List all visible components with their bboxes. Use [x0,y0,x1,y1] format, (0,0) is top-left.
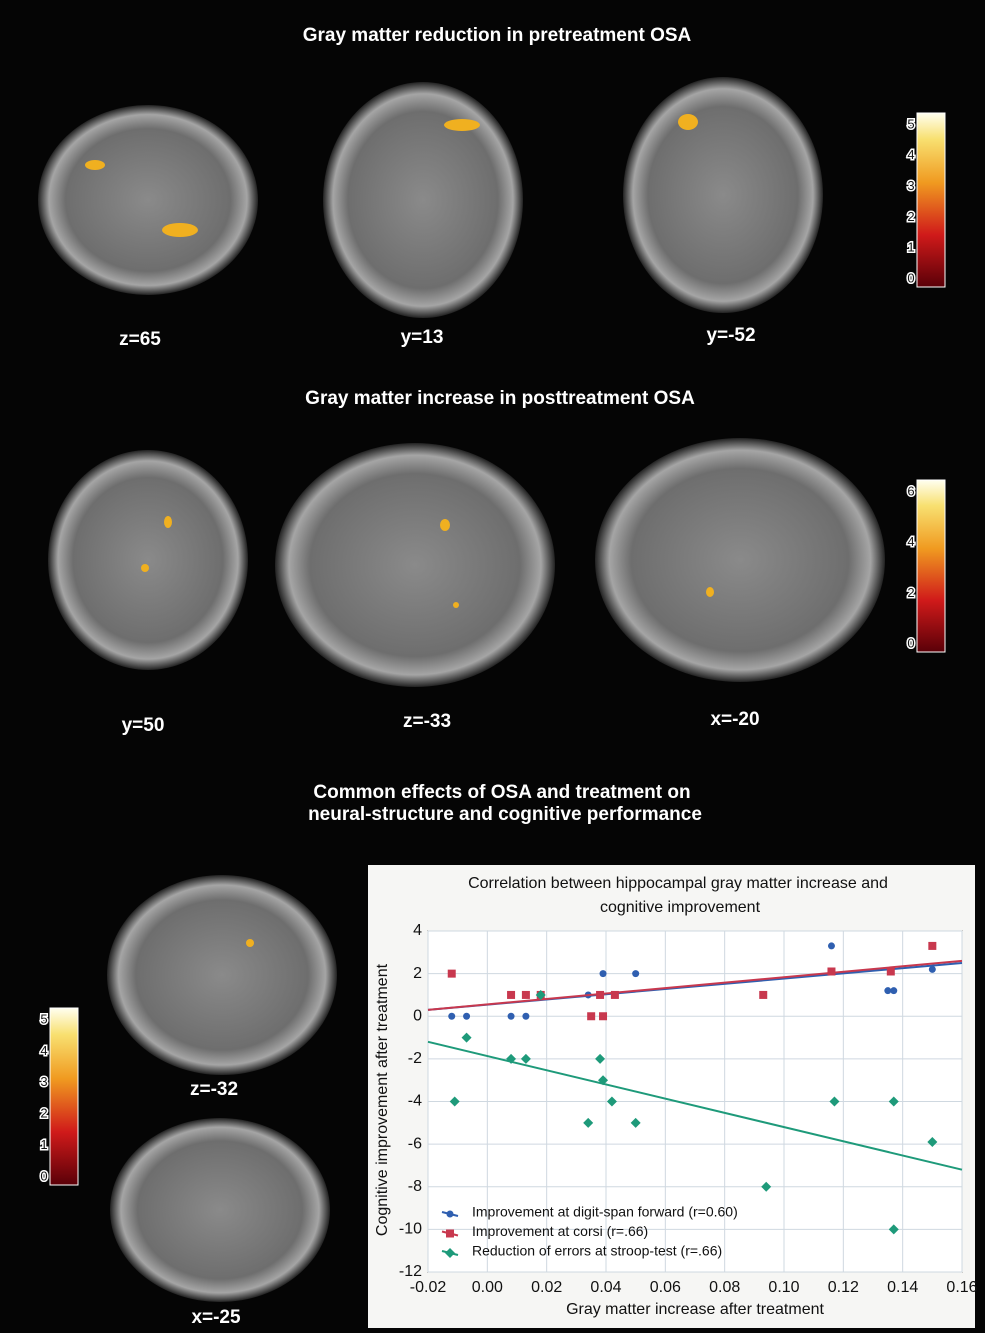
point [587,1012,595,1020]
point [827,967,835,975]
point [448,1013,455,1020]
x-tick-label: 0.10 [768,1279,799,1296]
section-title: Gray matter reduction in pretreatment OS… [303,25,692,46]
colorbar [917,113,945,287]
y-tick-label: 0 [413,1007,422,1024]
y-tick-label: -4 [408,1093,422,1110]
colorbar-tick-label: 2 [40,1106,47,1121]
colorbar-tick-label: 4 [40,1043,47,1058]
legend-label: Reduction of errors at stroop-test (r=.6… [472,1243,722,1259]
legend-label: Improvement at digit-span forward (r=0.6… [472,1204,738,1220]
x-tick-label: 0.14 [887,1279,918,1296]
colorbar-tick-label: 4 [907,534,914,549]
y-tick-label: -6 [408,1135,422,1152]
point [611,991,619,999]
chart-title: Correlation between hippocampal gray mat… [468,875,888,892]
slice-label: y=13 [401,327,444,348]
x-tick-label: 0.00 [472,1279,503,1296]
y-tick-label: 4 [413,922,422,939]
y-axis-label: Cognitive improvement after treatment [374,963,391,1236]
colorbar-tick-label: 0 [907,270,914,285]
x-tick-label: 0.06 [650,1279,681,1296]
colorbar-tick-label: 2 [907,209,914,224]
x-tick-label: -0.02 [410,1279,447,1296]
point [928,942,936,950]
page: Gray matter reduction in pretreatment OS… [0,0,985,1333]
y-tick-label: -8 [408,1178,422,1195]
colorbar [50,1008,78,1185]
colorbar-tick-label: 4 [907,147,914,162]
legend-marker [447,1211,454,1218]
point [448,970,456,978]
colorbar-tick-label: 0 [40,1168,47,1183]
point [632,970,639,977]
x-tick-label: 0.04 [590,1279,621,1296]
point [522,991,530,999]
point [828,942,835,949]
point [463,1013,470,1020]
y-tick-label: -2 [408,1050,422,1067]
slice-label: z=-33 [403,711,451,732]
section-title: Gray matter increase in posttreatment OS… [305,388,695,409]
colorbar [917,480,945,652]
slice-label: z=65 [119,329,161,350]
chart-title: cognitive improvement [600,899,761,916]
y-tick-label: 2 [413,965,422,982]
point [507,991,515,999]
point [759,991,767,999]
figure: Gray matter reduction in pretreatment OS… [0,0,985,1333]
section-title: Common effects of OSA and treatment on [313,782,690,803]
colorbar-tick-label: 2 [907,585,914,600]
colorbar-tick-label: 3 [907,178,914,193]
x-tick-label: 0.16 [946,1279,977,1296]
y-tick-label: -12 [399,1263,422,1280]
colorbar-tick-label: 1 [907,240,914,255]
colorbar-tick-label: 5 [907,116,914,131]
point [890,987,897,994]
x-tick-label: 0.12 [828,1279,859,1296]
slice-label: y=50 [122,715,165,736]
point [522,1013,529,1020]
slice-label: x=-25 [191,1307,241,1328]
point [508,1013,515,1020]
x-tick-label: 0.08 [709,1279,740,1296]
colorbar-tick-label: 1 [40,1137,47,1152]
colorbar-tick-label: 5 [40,1011,47,1026]
point [600,970,607,977]
colorbar-tick-label: 6 [907,483,914,498]
legend-marker [446,1230,454,1238]
point [599,1012,607,1020]
slice-label: y=-52 [706,325,755,346]
point [929,966,936,973]
section-title: neural-structure and cognitive performan… [308,804,702,825]
x-axis-label: Gray matter increase after treatment [566,1301,824,1318]
legend-label: Improvement at corsi (r=.66) [472,1223,648,1239]
slice-label: z=-32 [190,1079,238,1100]
point [596,991,604,999]
colorbar-tick-label: 0 [907,635,914,650]
y-tick-label: -10 [399,1221,422,1238]
slice-label: x=-20 [710,709,759,730]
colorbar-tick-label: 3 [40,1074,47,1089]
point [887,967,895,975]
x-tick-label: 0.02 [531,1279,562,1296]
